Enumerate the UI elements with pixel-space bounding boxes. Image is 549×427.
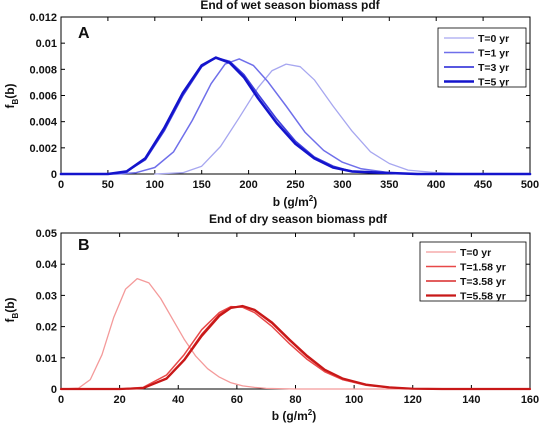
panel-a-ytick-label: 0: [51, 169, 57, 181]
panel-a-legend-label-1: T=1 yr: [478, 48, 509, 60]
panel-b-legend-label-2: T=3.58 yr: [460, 276, 506, 288]
panel-b-xtick-label: 160: [521, 394, 539, 406]
panel-a-xtick-label: 450: [474, 179, 492, 191]
panel-a-xtick-label: 350: [380, 179, 398, 191]
panel-b-xlabel: b (g/m2): [272, 408, 316, 423]
panel-b-series-line-3: [59, 304, 532, 391]
panel-a-legend-label-2: T=3 yr: [478, 62, 509, 74]
panel-a-xtick-label: 200: [239, 179, 257, 191]
panel-a-xtick-label: 150: [193, 179, 211, 191]
panel-b-xtick-label: 100: [345, 394, 363, 406]
panel-b-legend: T=0 yr T=1.58 yr T=3.58 yr T=5.58 yr: [419, 241, 527, 303]
panel-b-xtick-label: 120: [404, 394, 422, 406]
panel-b-legend-label-3: T=5.58 yr: [460, 291, 506, 303]
panel-a-ylabel: fB(b): [3, 83, 20, 108]
panel-a-legend-box: [437, 27, 527, 88]
panel-a-ytick-label: 0.006: [29, 91, 57, 103]
panel-b-title: End of dry season biomass pdf: [209, 212, 388, 226]
panel-a-legend-label-3: T=5 yr: [478, 77, 509, 89]
panel-a-xlabel: b (g/m2): [273, 194, 317, 209]
panel-a-xtick-label: 250: [286, 179, 304, 191]
panel-a-xtick-label: 0: [58, 179, 64, 191]
panel-b-xtick-label: 80: [289, 394, 301, 406]
panel-b-xtick-label: 60: [231, 394, 243, 406]
panel-b-legend-label-0: T=0 yr: [460, 247, 491, 259]
panel-b-ticks: 0 20 40 60 80 100 120 140 160 0 0.01 0.02 0.03 0.04 0.…: [36, 228, 540, 406]
panel-a-ytick-label: 0.01: [36, 38, 57, 50]
panel-b-series: [59, 277, 532, 391]
panel-a-title: End of wet season biomass pdf: [200, 0, 380, 12]
panel-a-ytick-label: 0.002: [29, 143, 57, 155]
panel-b-ylabel: fB(b): [3, 297, 20, 322]
panel-a-xtick-label: 400: [427, 179, 445, 191]
panel-a-xtick-label: 500: [521, 179, 539, 191]
panel-a-series-line-3: [59, 56, 532, 176]
panel-b-series-line-1: [60, 305, 531, 390]
panel-b: End of dry season biomass pdf B 0 20 40 60 8…: [3, 212, 539, 423]
panel-b-series-line-2: [60, 305, 531, 390]
panel-a-xtick-label: 50: [102, 179, 114, 191]
panel-b-xtick-label: 0: [58, 394, 64, 406]
panel-a: End of wet season biomass pdf A 0 50 100 15…: [3, 0, 539, 209]
panel-b-ytick-label: 0.02: [36, 322, 57, 334]
panel-b-ytick-label: 0.01: [36, 353, 57, 365]
panel-a-letter: A: [78, 25, 90, 42]
panel-a-legend-label-0: T=0 yr: [478, 33, 509, 45]
panel-b-letter: B: [78, 237, 90, 254]
panel-a-legend: T=0 yr T=1 yr T=3 yr T=5 yr: [437, 27, 527, 89]
panel-a-ytick-label: 0.004: [29, 117, 57, 129]
panel-b-legend-label-1: T=1.58 yr: [460, 262, 506, 274]
panel-a-ytick-label: 0.008: [29, 64, 57, 76]
panel-b-ytick-label: 0.03: [36, 290, 57, 302]
panel-b-ytick-label: 0.05: [36, 228, 57, 240]
panel-a-ytick-label: 0.012: [29, 12, 57, 24]
panel-a-xtick-label: 300: [333, 179, 351, 191]
panel-a-series: [59, 56, 532, 176]
panel-b-series-line-0: [60, 277, 531, 390]
panel-b-xtick-label: 140: [462, 394, 480, 406]
panel-a-xtick-label: 100: [146, 179, 164, 191]
panel-b-ytick-label: 0.04: [36, 259, 58, 271]
panel-b-ytick-label: 0: [51, 384, 57, 396]
panel-b-xtick-label: 40: [172, 394, 184, 406]
panel-b-xtick-label: 20: [114, 394, 126, 406]
